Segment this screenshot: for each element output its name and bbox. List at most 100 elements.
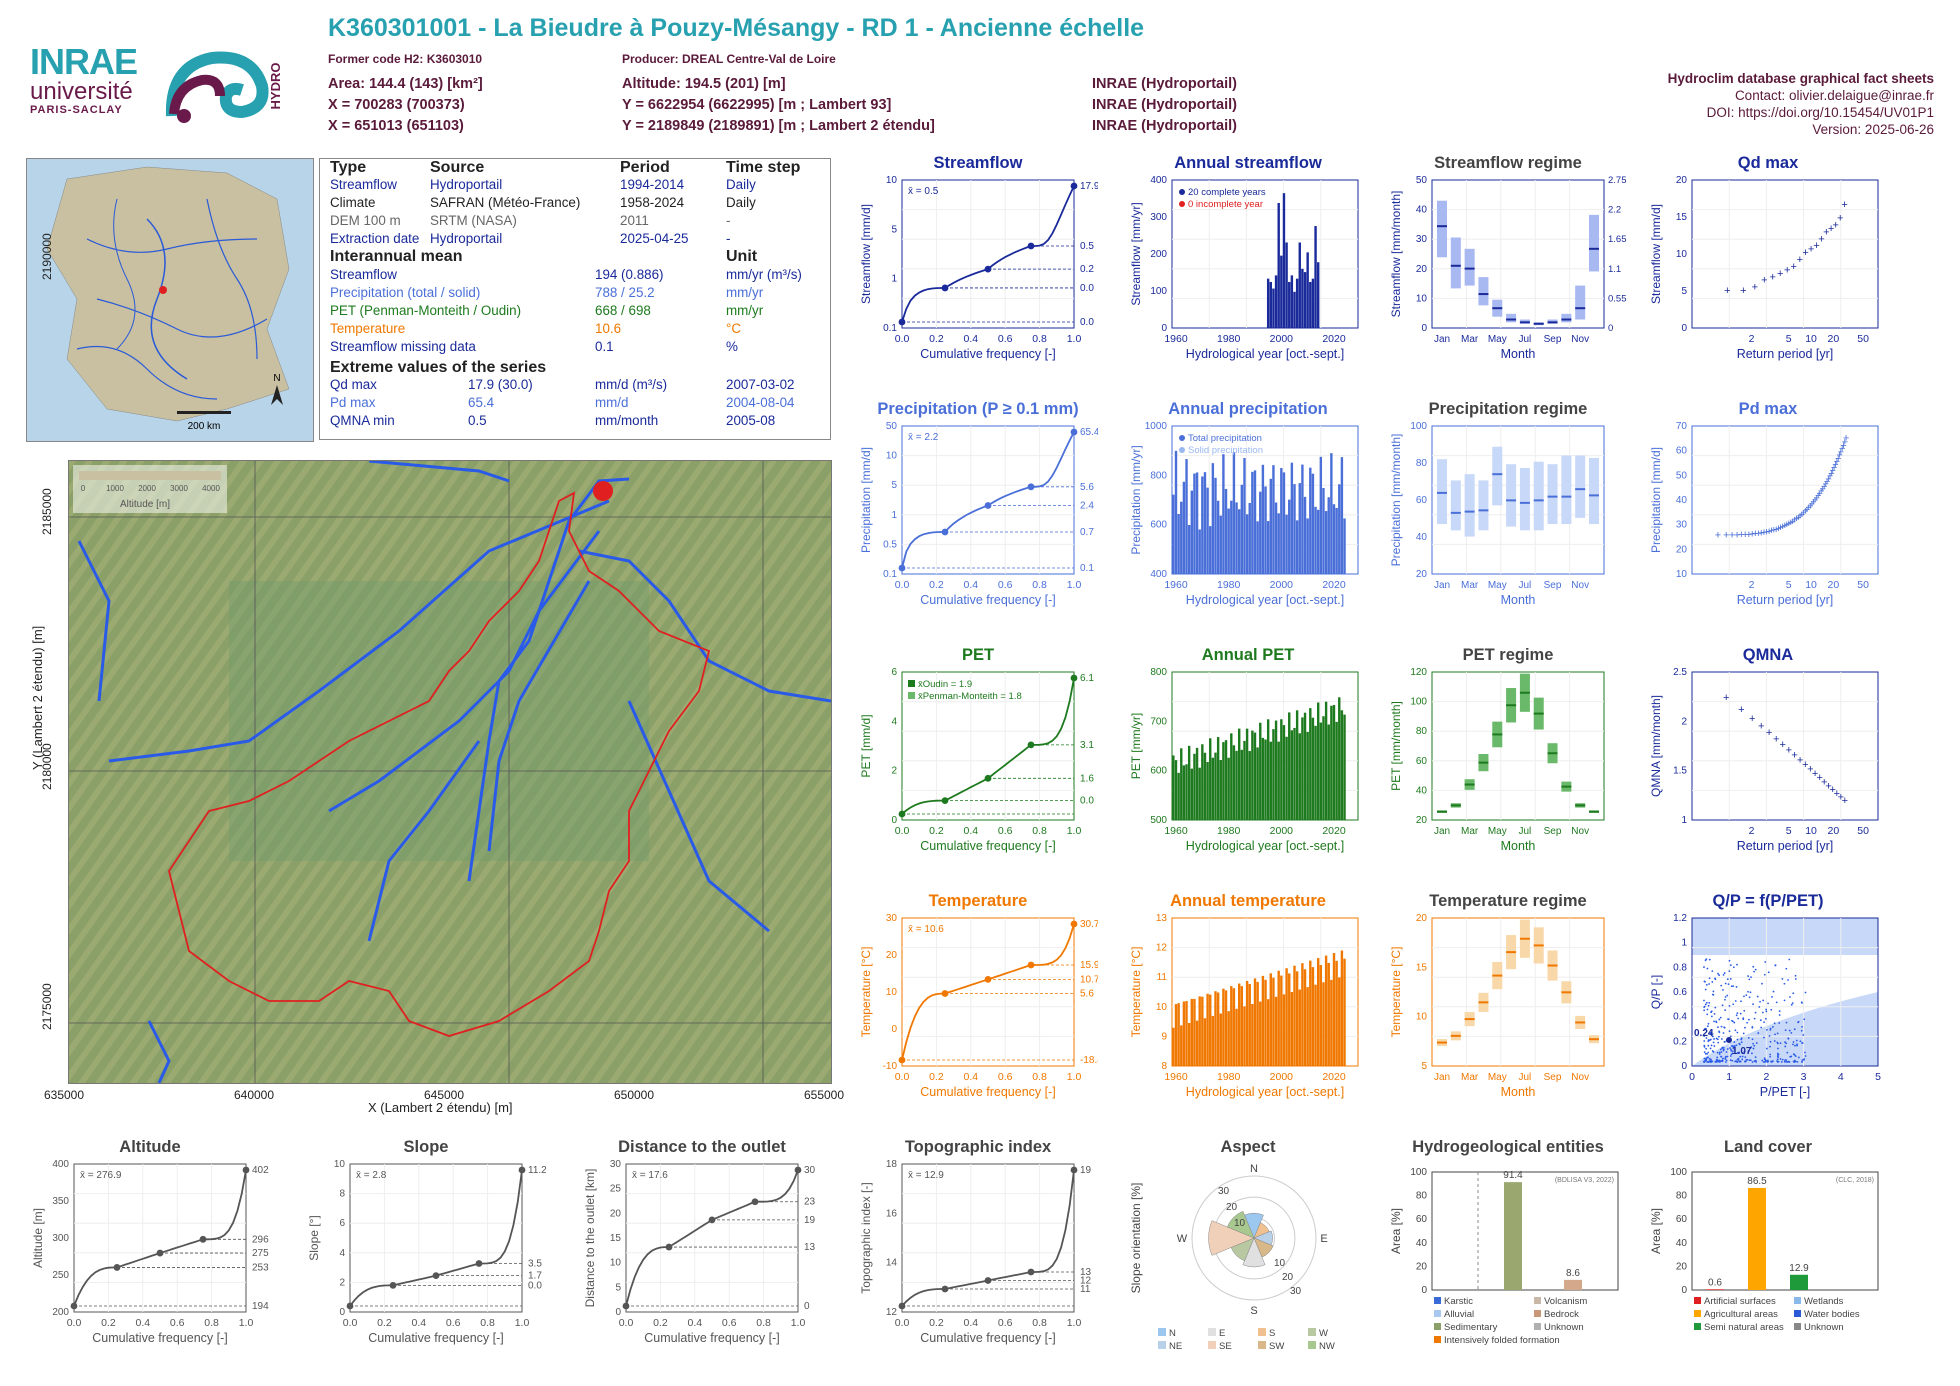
- plot-frame: [625, 1163, 799, 1313]
- db-info: Hydroclim database graphical fact sheets…: [1668, 70, 1934, 138]
- data-point: [1742, 1032, 1745, 1035]
- data-point: +: [1734, 529, 1740, 541]
- extreme-value: 0.5: [468, 413, 487, 428]
- legend-swatch: [1179, 201, 1185, 207]
- y-tick-label: 350: [52, 1196, 69, 1207]
- bar: [1259, 1001, 1262, 1066]
- data-point: +: [1797, 754, 1803, 766]
- bar: [1272, 729, 1275, 820]
- right-tick-label: 0.0: [528, 1280, 542, 1291]
- y-tick-label: 800: [1150, 470, 1167, 481]
- right-tick-label: 3.5: [528, 1259, 542, 1270]
- dem-map: 0 1000 2000 3000 4000 Altitude [m]: [68, 460, 832, 1084]
- legend-swatch: [908, 692, 915, 699]
- box: [1561, 313, 1572, 323]
- y-lambert93: Y = 6622954 (6622995) [m ; Lambert 93]: [622, 97, 892, 113]
- data-point: [1759, 1019, 1762, 1022]
- source-note: (CLC, 2018): [1836, 1177, 1874, 1184]
- data-point: [1768, 1035, 1771, 1037]
- mean-label: x̄ = 276.9: [80, 1170, 122, 1181]
- data-point: [1733, 1021, 1736, 1024]
- data-point: [1718, 1053, 1721, 1055]
- bar: [1264, 486, 1267, 574]
- x-tick-label: 2: [1749, 333, 1755, 345]
- bar: [1172, 1027, 1175, 1066]
- box: [1478, 480, 1489, 531]
- data-point: [1796, 1044, 1799, 1047]
- x-tick-label: 0.4: [135, 1317, 150, 1329]
- data-point: [1716, 1051, 1719, 1054]
- data-point: +: [1782, 520, 1788, 532]
- chart-svg: Hydrological year [oct.-sept.] Streamflow…: [1129, 175, 1359, 361]
- bar-label: 86.5: [1747, 1176, 1767, 1187]
- bar: [1174, 760, 1178, 820]
- bar: [1235, 1008, 1238, 1066]
- data-point: [1794, 1060, 1797, 1063]
- info-table: Type Source Period Time step Streamflow H…: [319, 158, 831, 440]
- chart-annual_precipitation: Annual precipitation Hydrological year [o…: [1128, 400, 1368, 610]
- extreme-value: 17.9 (30.0): [468, 377, 533, 392]
- plot-frame: [901, 1163, 1075, 1313]
- month-tick: Jan: [1434, 826, 1450, 837]
- y-tick-label: 0: [891, 815, 897, 826]
- x-tick-label: 1960: [1164, 825, 1188, 837]
- box: [1589, 214, 1599, 272]
- data-point: [1708, 1039, 1711, 1042]
- data-point: [1712, 1041, 1715, 1044]
- box: [1437, 459, 1447, 525]
- bar: [1193, 998, 1196, 1066]
- bar: [1343, 958, 1346, 1066]
- data-point: [1711, 1035, 1714, 1038]
- data-point: +: [1827, 471, 1833, 483]
- data-point: +: [1824, 476, 1830, 488]
- plot-frame: [1691, 179, 1879, 329]
- bar: [1177, 513, 1180, 574]
- data-point: [1708, 983, 1711, 985]
- bar: [1327, 497, 1330, 574]
- data-point: [1753, 1044, 1756, 1047]
- dem-xlabel: X (Lambert 2 étendu) [m]: [368, 1100, 513, 1115]
- data-point: [1718, 1061, 1721, 1063]
- data-point: [1730, 1048, 1732, 1051]
- data-point: +: [1777, 522, 1783, 534]
- data-point: [1747, 1036, 1750, 1039]
- bar: [1319, 722, 1323, 820]
- dem-legend-tick: 3000: [170, 484, 188, 493]
- y-axis-label: PET [mm/yr]: [1129, 713, 1143, 779]
- x-axis-label: Hydrological year [oct.-sept.]: [1186, 593, 1344, 607]
- right-tick-label: 0: [804, 1301, 810, 1312]
- data-point: +: [1790, 261, 1796, 273]
- box: [1478, 277, 1489, 306]
- bar: [1314, 984, 1317, 1066]
- y-tick-label: 80: [1416, 458, 1428, 469]
- dem-map-svg: 0 1000 2000 3000 4000 Altitude [m]: [69, 461, 831, 1083]
- right-tick-label: 194: [252, 1301, 269, 1312]
- bar: [1227, 757, 1230, 820]
- chart-qmna: QMNA Return period [yr] QMNA [mm/month] 1 1.…: [1648, 646, 1888, 856]
- data-point: [1707, 1056, 1709, 1059]
- bar: [1272, 465, 1275, 574]
- data-point: [1703, 1006, 1706, 1009]
- bar: [1338, 697, 1341, 820]
- data-point: [1804, 991, 1807, 994]
- chart-altitude: Altitude Cumulative frequency [-] Altitude…: [30, 1138, 270, 1348]
- data-point: [1718, 1018, 1721, 1021]
- bar: [1303, 969, 1307, 1066]
- bar: [1269, 973, 1272, 1066]
- data-point: [1705, 983, 1708, 986]
- chart-svg: Month PET [mm/month] 20 40 60 80 100 120 Jan Mar M…: [1389, 667, 1605, 853]
- dem-legend-tick: 0: [81, 484, 86, 493]
- data-point: [1706, 1061, 1709, 1063]
- y-tick-label: 1: [1681, 938, 1687, 949]
- y2-tick-label: 2.75: [1608, 175, 1627, 186]
- bar: [1198, 996, 1201, 1066]
- data-point: [1070, 182, 1078, 190]
- info-cell: 2025-04-25: [620, 231, 689, 246]
- data-point: [1710, 1010, 1713, 1013]
- chart-title: Streamflow regime: [1434, 154, 1582, 172]
- y2-tick-label: 0: [1608, 323, 1613, 334]
- plot-frame: [349, 1163, 523, 1313]
- box: [1506, 313, 1517, 323]
- db-title: Hydroclim database graphical fact sheets: [1667, 71, 1934, 86]
- data-point: [1704, 959, 1707, 962]
